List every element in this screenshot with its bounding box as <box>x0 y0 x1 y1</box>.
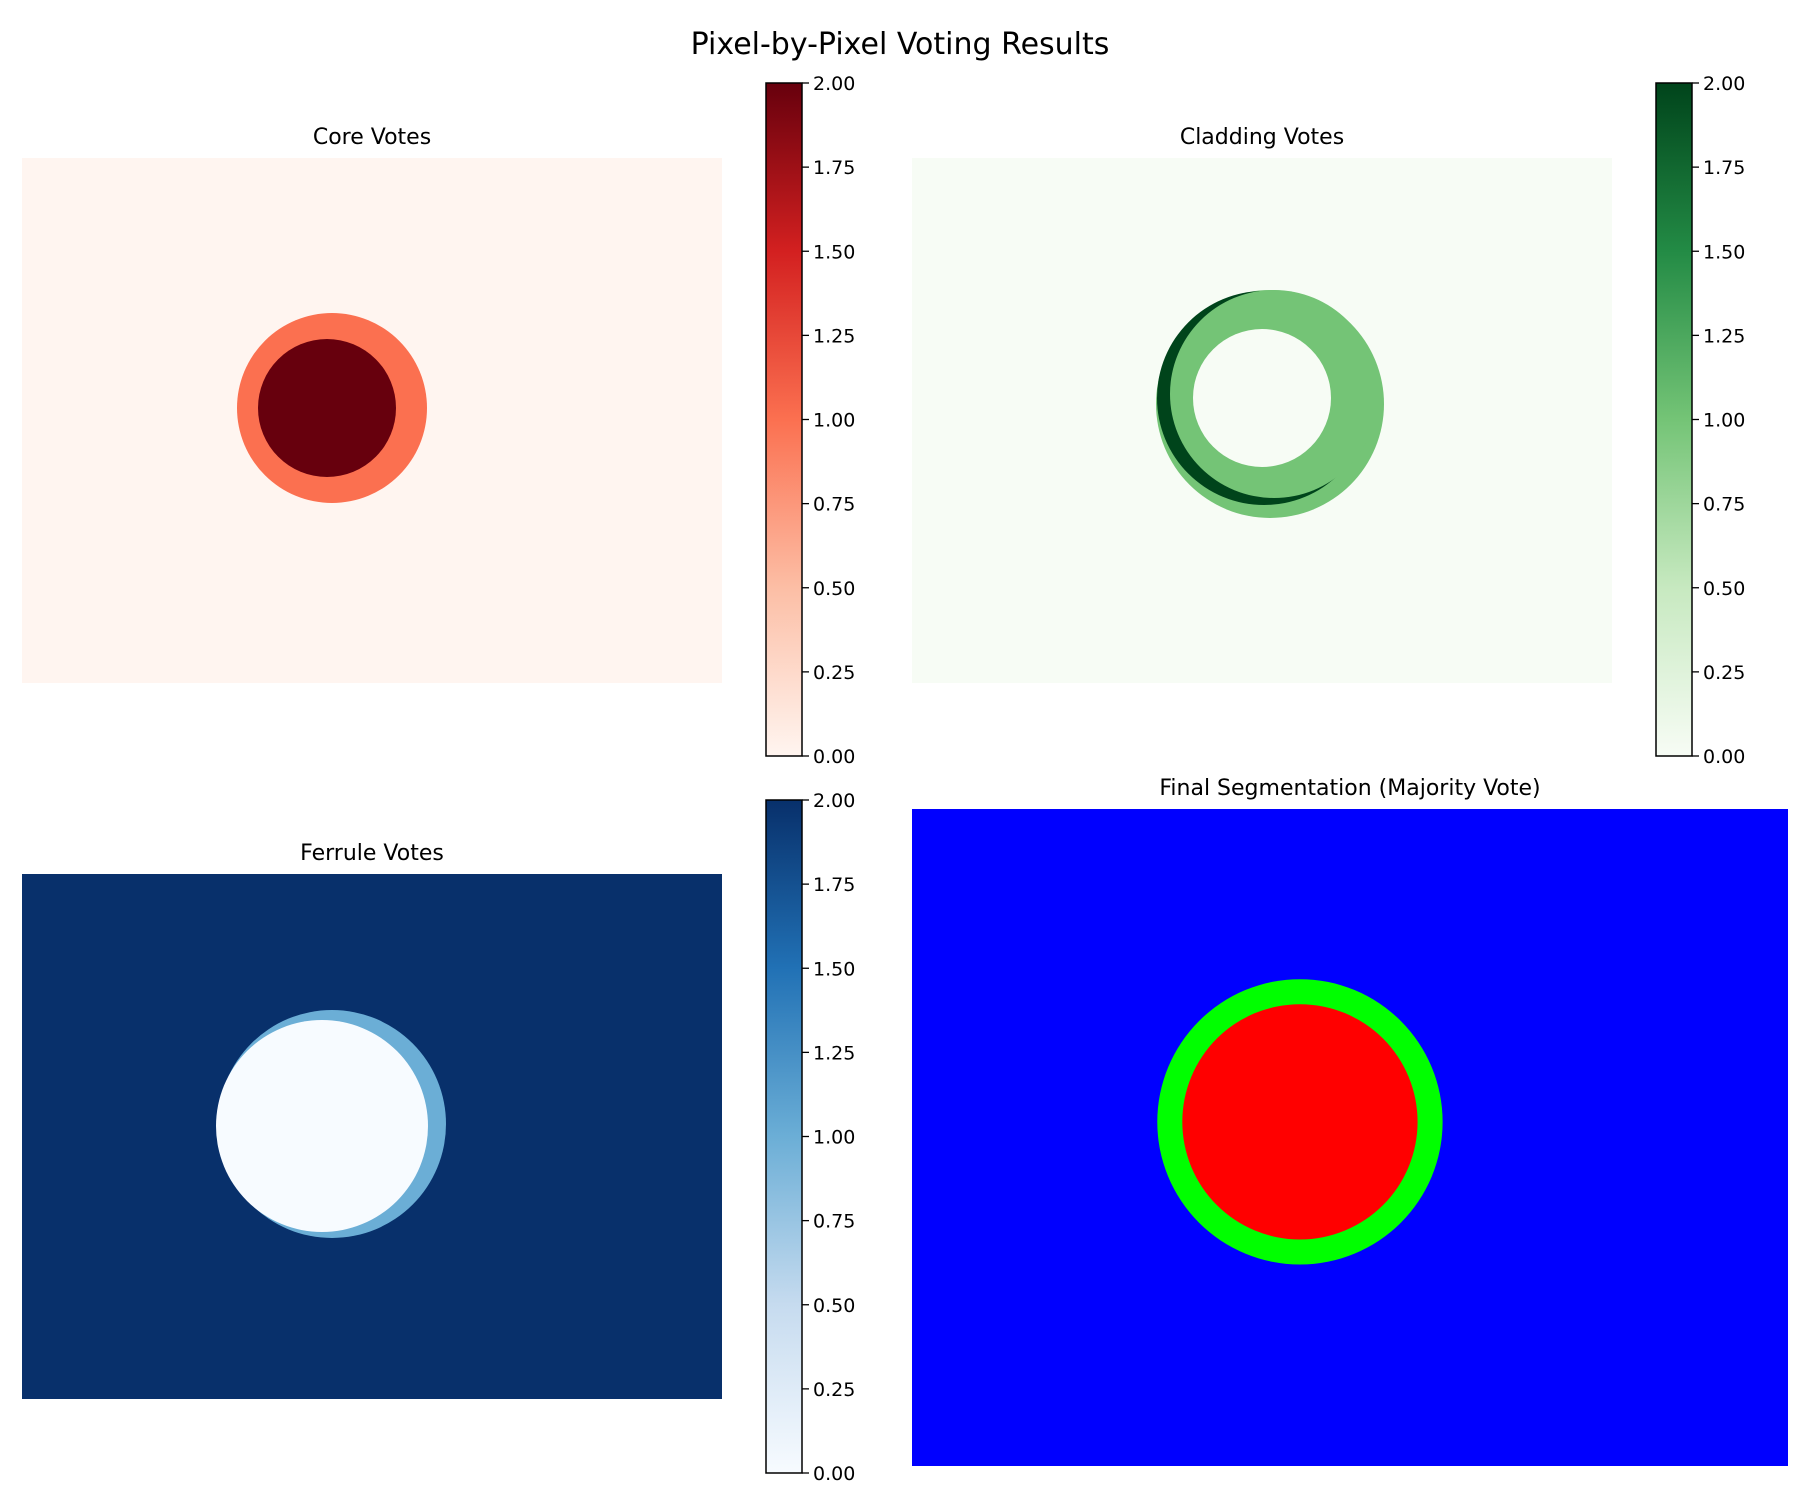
heatmap-image <box>912 158 1612 683</box>
colorbar-tick-label: 1.50 <box>813 241 855 263</box>
heatmap-region-value-1 <box>1182 1004 1418 1240</box>
panel-2: Cladding Votes 0.00 0.25 0.50 0.75 1.00 1.25 1.… <box>912 73 1745 768</box>
colorbar <box>765 799 803 1474</box>
heatmap-image <box>912 809 1788 1466</box>
colorbar-tick-label: 0.75 <box>813 1211 855 1233</box>
panel-title: Core Votes <box>313 125 431 150</box>
colorbar <box>1655 82 1693 757</box>
colorbar-tick-label: 0.50 <box>813 1295 855 1317</box>
panels: Core Votes 0.00 0.25 0.50 0.75 1.00 1.25 1.50 1.… <box>22 73 1788 1485</box>
panel-title: Ferrule Votes <box>300 841 444 866</box>
colorbar-tick-label: 1.50 <box>813 958 855 980</box>
colorbar-tick-label: 0.25 <box>1703 662 1745 684</box>
heatmap-region-value-0 <box>1193 329 1331 467</box>
colorbar <box>765 82 803 757</box>
colorbar-tick-label: 2.00 <box>1703 73 1745 95</box>
colorbar-tick-label: 2.00 <box>813 790 855 812</box>
heatmap-region-value-0 <box>216 1020 428 1232</box>
colorbar-tick-label: 1.25 <box>813 1042 855 1064</box>
panel-4: Final Segmentation (Majority Vote) <box>912 776 1788 1466</box>
panel-3: Ferrule Votes 0.00 0.25 0.50 0.75 1.00 1.25 1.5… <box>22 790 855 1485</box>
colorbar-tick-label: 0.00 <box>813 1463 855 1485</box>
colorbar-tick-label: 1.50 <box>1703 241 1745 263</box>
colorbar-tick-label: 1.75 <box>813 157 855 179</box>
heatmap-image <box>22 874 722 1399</box>
colorbar-tick-label: 1.25 <box>813 325 855 347</box>
colorbar-tick-label: 0.25 <box>813 1379 855 1401</box>
colorbar-tick-label: 0.25 <box>813 662 855 684</box>
colorbar-tick-label: 1.75 <box>1703 157 1745 179</box>
colorbar-tick-label: 0.50 <box>813 578 855 600</box>
colorbar-tick-label: 1.00 <box>813 1127 855 1149</box>
colorbar-tick-label: 1.00 <box>813 410 855 432</box>
colorbar-tick-label: 0.75 <box>813 494 855 516</box>
colorbar-tick-label: 1.75 <box>813 874 855 896</box>
panel-title: Final Segmentation (Majority Vote) <box>1159 776 1540 801</box>
figure-title: Pixel-by-Pixel Voting Results <box>691 27 1110 62</box>
colorbar-tick-label: 0.00 <box>1703 746 1745 768</box>
colorbar-tick-label: 0.75 <box>1703 494 1745 516</box>
panel-1: Core Votes 0.00 0.25 0.50 0.75 1.00 1.25 1.50 1.… <box>22 73 855 768</box>
colorbar-tick-label: 1.00 <box>1703 410 1745 432</box>
colorbar-tick-label: 0.50 <box>1703 578 1745 600</box>
heatmap-region-value-2 <box>258 339 396 477</box>
heatmap-image <box>22 158 722 683</box>
colorbar-tick-label: 1.25 <box>1703 325 1745 347</box>
panel-title: Cladding Votes <box>1180 125 1344 150</box>
colorbar-tick-label: 0.00 <box>813 746 855 768</box>
colorbar-tick-label: 2.00 <box>813 73 855 95</box>
